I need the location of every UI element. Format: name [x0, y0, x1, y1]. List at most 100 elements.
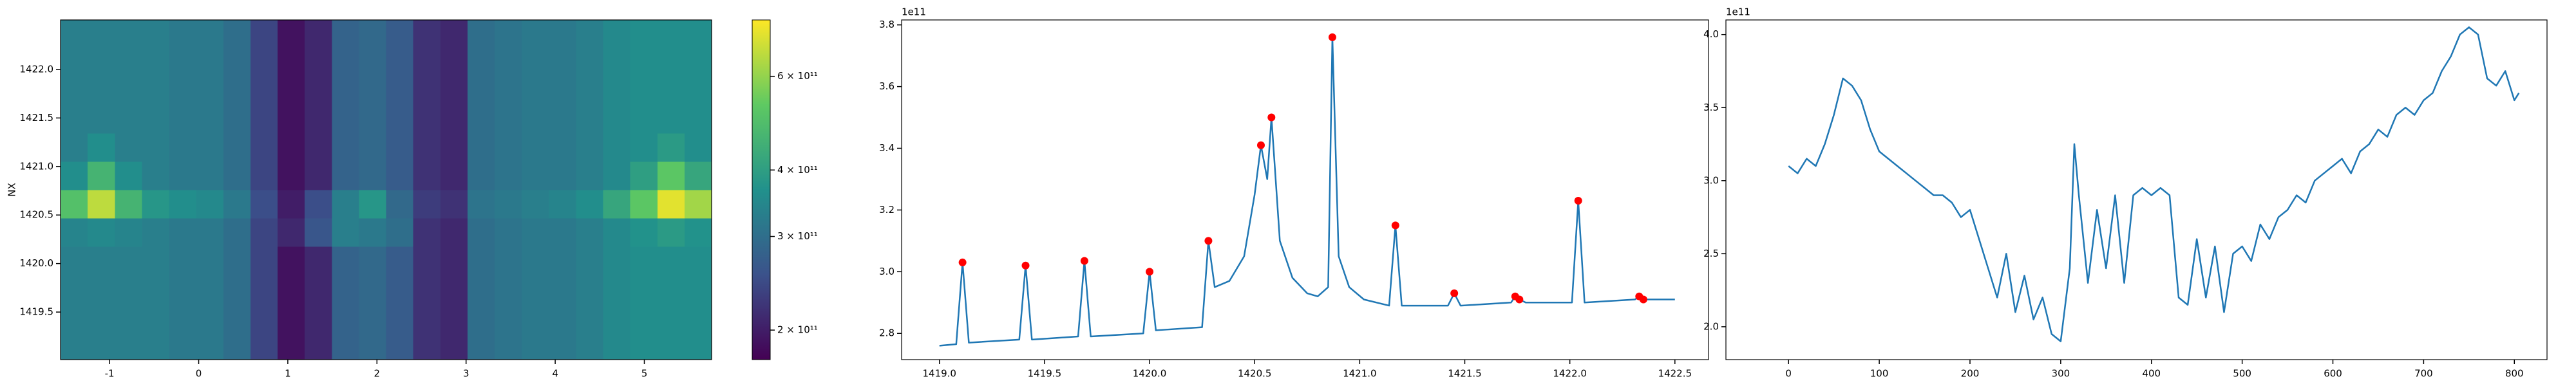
- heatmap-cell: [386, 303, 414, 332]
- colorbar-tick-label: 6 × 10¹¹: [777, 70, 818, 82]
- heatmap-cell: [495, 190, 522, 219]
- heatmap-cell: [684, 331, 712, 360]
- heatmap-cell: [61, 331, 88, 360]
- heatmap-cell: [196, 133, 224, 162]
- heatmap-cell: [603, 246, 631, 275]
- heatmap-cell: [413, 105, 441, 134]
- peak-marker: [1256, 141, 1265, 149]
- heatmap-cell: [576, 303, 604, 332]
- heatmap-cell: [305, 331, 332, 360]
- heatmap-cell: [196, 20, 224, 49]
- heatmap-cell: [250, 77, 278, 106]
- heatmap-cell: [684, 161, 712, 190]
- heatmap-cell: [657, 20, 685, 49]
- heatmap-cell: [278, 77, 305, 106]
- x-tick-label: 100: [1870, 368, 1889, 380]
- heatmap-cell: [495, 77, 522, 106]
- heatmap-cell: [359, 77, 387, 106]
- heatmap-cell: [576, 190, 604, 219]
- heatmap-cell: [250, 190, 278, 219]
- x-tick-label: 1422.0: [1553, 368, 1587, 380]
- heatmap-cell: [522, 246, 549, 275]
- heatmap-cell: [440, 190, 468, 219]
- heatmap-cell: [223, 161, 251, 190]
- heatmap-cell: [413, 77, 441, 106]
- colorbar-tick-label: 2 × 10¹¹: [777, 324, 818, 336]
- heatmap-cell: [630, 246, 658, 275]
- heatmap-cell: [467, 275, 495, 304]
- colorbar-tick-label: 4 × 10¹¹: [777, 164, 818, 176]
- heatmap-cell: [576, 77, 604, 106]
- heatmap-cell: [603, 20, 631, 49]
- heatmap-cell: [88, 303, 115, 332]
- data-line: [1788, 26, 2520, 342]
- heatmap-cell: [576, 161, 604, 190]
- x-tick-label: 400: [2142, 368, 2161, 380]
- x-tick-label: 800: [2505, 368, 2524, 380]
- heatmap-cell: [250, 161, 278, 190]
- heatmap-cell: [250, 331, 278, 360]
- heatmap-cell: [522, 133, 549, 162]
- heatmap-cell: [332, 20, 359, 49]
- heatmap-cell: [413, 161, 441, 190]
- heatmap-cell: [413, 331, 441, 360]
- x-tick-label: 3: [463, 368, 469, 380]
- axes-frame: [60, 19, 712, 360]
- heatmap-cell: [522, 48, 549, 77]
- heatmap-cell: [250, 105, 278, 134]
- y-tick-label: 2.8: [879, 327, 895, 339]
- heatmap-cell: [386, 246, 414, 275]
- heatmap-cell: [603, 133, 631, 162]
- heatmap-cell: [61, 246, 88, 275]
- offset-text: 1e11: [902, 6, 926, 18]
- heatmap-cell: [332, 331, 359, 360]
- heatmap-cell: [142, 275, 170, 304]
- heatmap-cell: [250, 48, 278, 77]
- heatmap-cell: [196, 246, 224, 275]
- heatmap-cell: [88, 218, 115, 247]
- heatmap-cell: [305, 275, 332, 304]
- y-tick-label: 1420.0: [20, 257, 54, 269]
- heatmap-cell: [142, 190, 170, 219]
- heatmap-cell: [88, 48, 115, 77]
- heatmap-cell: [196, 303, 224, 332]
- x-tick-label: 300: [2052, 368, 2070, 380]
- heatmap-cell: [684, 77, 712, 106]
- heatmap-cell: [522, 105, 549, 134]
- heatmap-cell: [61, 48, 88, 77]
- heatmap-cell: [169, 303, 197, 332]
- x-tick-label: 700: [2414, 368, 2433, 380]
- heatmap-cell: [657, 190, 685, 219]
- x-tick-label: 2: [374, 368, 381, 380]
- heatmap-cell: [142, 48, 170, 77]
- heatmap-cell: [61, 161, 88, 190]
- heatmap-cell: [115, 77, 142, 106]
- heatmap-cell: [359, 161, 387, 190]
- heatmap-cell: [495, 275, 522, 304]
- heatmap-cell: [522, 190, 549, 219]
- x-tick-label: 1421.5: [1448, 368, 1482, 380]
- heatmap-cell: [61, 77, 88, 106]
- heatmap-cell: [115, 331, 142, 360]
- heatmap-cell: [413, 20, 441, 49]
- heatmap-cell: [576, 48, 604, 77]
- heatmap-cell: [223, 246, 251, 275]
- heatmap-cell: [630, 105, 658, 134]
- peak-marker: [1146, 268, 1154, 276]
- y-tick-label: 1422.0: [20, 63, 54, 75]
- heatmap-cell: [223, 133, 251, 162]
- heatmap-cell: [88, 190, 115, 219]
- y-tick-label: 3.6: [879, 80, 895, 92]
- data-line: [939, 36, 1675, 347]
- heatmap-cell: [603, 190, 631, 219]
- heatmap-cell: [413, 246, 441, 275]
- y-tick-label: 3.0: [1703, 174, 1719, 186]
- heatmap-cell: [386, 77, 414, 106]
- heatmap-cell: [522, 161, 549, 190]
- heatmap-cell: [386, 133, 414, 162]
- heatmap-cell: [115, 246, 142, 275]
- heatmap-cell: [142, 218, 170, 247]
- heatmap-cell: [386, 161, 414, 190]
- heatmap-cell: [684, 190, 712, 219]
